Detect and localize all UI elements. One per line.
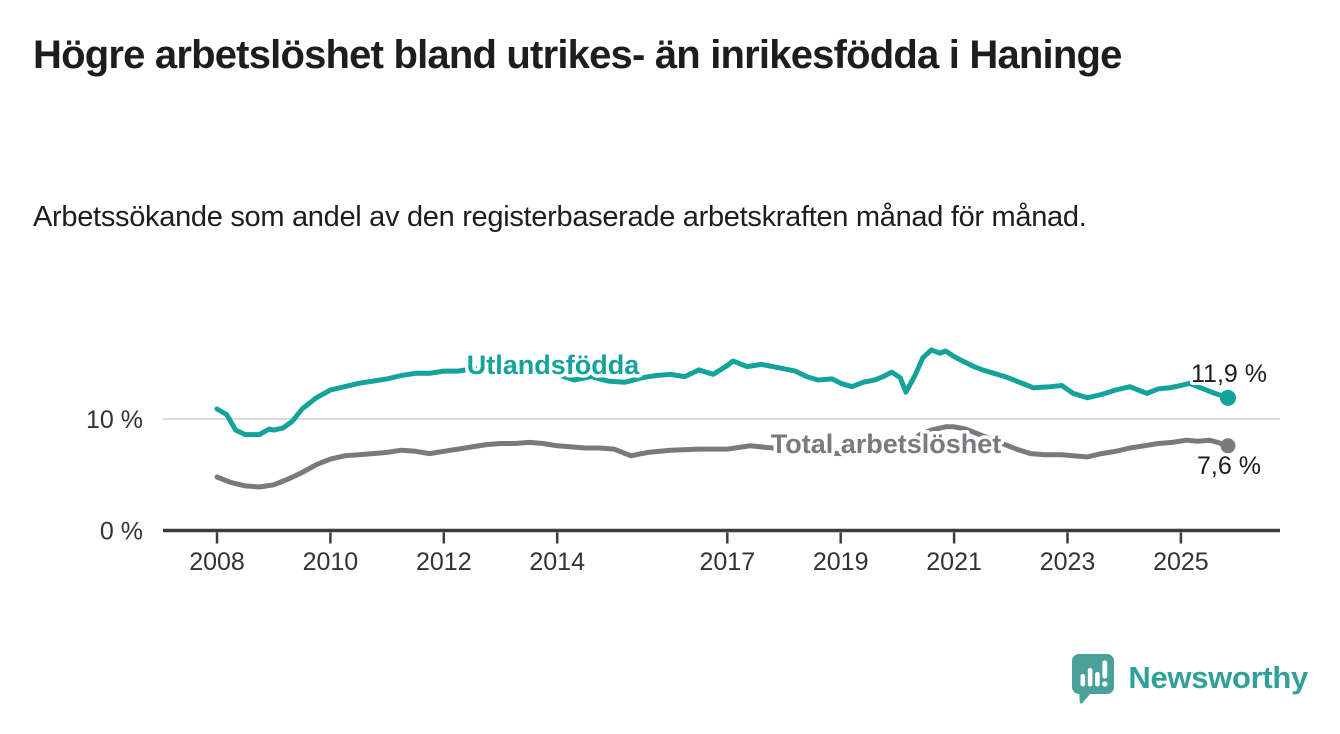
page-title: Högre arbetslöshet bland utrikes- än inr… [33,33,1122,77]
x-tick-label-2021: 2021 [926,548,982,576]
series-end-dot-total [1220,438,1236,454]
newsworthy-bubble-chart-icon [1072,654,1115,704]
y-tick-label-0pct: 0 % [100,518,143,546]
x-tick-label-2023: 2023 [1040,548,1096,576]
page-subtitle: Arbetssökande som andel av den registerb… [33,201,1087,233]
x-tick-label-2012: 2012 [416,548,472,576]
series-label-total: Total arbetslöshet [771,429,1002,459]
x-tick-label-2019: 2019 [813,548,869,576]
newsworthy-logo[interactable]: Newsworthy [1070,652,1308,704]
newsworthy-brand-text: Newsworthy [1128,660,1308,695]
series-line-utlandsfodda [214,347,1231,438]
x-tick-label-2014: 2014 [529,548,585,576]
series-label-utlandsfodda: Utlandsfödda [467,350,640,380]
x-tick-label-2017: 2017 [699,548,755,576]
series-line-total [214,424,1231,490]
x-tick-label-2025: 2025 [1153,548,1209,576]
x-tick-label-2010: 2010 [303,548,359,576]
y-tick-label-10pct: 10 % [86,406,143,434]
end-value-label-utlandsfodda: 11,9 % [1191,360,1267,388]
x-tick-label-2008: 2008 [189,548,245,576]
series-end-dot-utlandsfodda [1219,389,1236,406]
end-value-label-total: 7,6 % [1197,452,1261,480]
